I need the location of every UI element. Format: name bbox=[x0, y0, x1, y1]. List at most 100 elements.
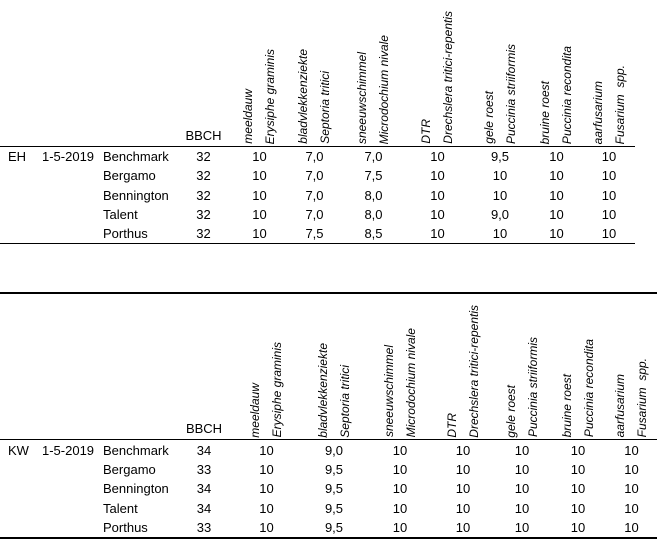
disease-header-pair: aarfusarium Fusarium spp. bbox=[583, 65, 635, 144]
score-value: 8,5 bbox=[364, 226, 383, 242]
disease-common-name: sneeuwschimmel bbox=[355, 51, 369, 144]
disease-common-name: bruine roest bbox=[538, 80, 552, 144]
score-value: 10 bbox=[514, 500, 530, 516]
location-code-empty bbox=[0, 460, 38, 479]
score-value: 10 bbox=[252, 187, 267, 203]
disease-header-pair: DTR Drechslera tritici-repentis bbox=[432, 305, 494, 438]
score-value: 7,0 bbox=[364, 149, 383, 165]
disease-common-name: meeldauw bbox=[241, 89, 255, 144]
score-value: 10 bbox=[259, 481, 274, 497]
score-value: 10 bbox=[601, 168, 617, 184]
disease-header-pair: meeldauw Erysiphe graminis bbox=[233, 342, 300, 437]
score-value: 10 bbox=[514, 519, 530, 535]
score-value: 10 bbox=[514, 481, 530, 497]
bbch-value: 32 bbox=[196, 226, 211, 242]
score-value: 10 bbox=[252, 149, 267, 165]
location-code-empty bbox=[0, 186, 38, 205]
variety-name: Bennington bbox=[103, 481, 169, 497]
column-header-sneeuwschimmel: sneeuwschimmel Microdochium nivale bbox=[342, 0, 405, 147]
variety-name: Benchmark bbox=[103, 442, 169, 458]
assessment-table-kw: BBCH meeldauw Erysiphe graminis bladvlek… bbox=[0, 292, 657, 539]
score-value: 10 bbox=[624, 461, 639, 477]
score-value: 10 bbox=[514, 442, 530, 458]
score-value: 10 bbox=[455, 481, 471, 497]
disease-common-name: meeldauw bbox=[248, 382, 262, 438]
score-value: 9,5 bbox=[324, 519, 344, 535]
score-value: 10 bbox=[259, 442, 274, 458]
score-value: 10 bbox=[549, 149, 564, 165]
disease-latin-name: Fusarium spp. bbox=[635, 358, 649, 438]
bbch-value: 34 bbox=[196, 500, 212, 516]
bbch-value: 33 bbox=[196, 461, 212, 477]
disease-latin-name: Drechslera tritici-repentis bbox=[466, 304, 481, 438]
disease-latin-name: Puccinia recondita bbox=[560, 45, 574, 144]
variety-name: Porthus bbox=[103, 519, 148, 535]
score-value: 10 bbox=[392, 481, 408, 497]
location-code-empty bbox=[0, 518, 38, 538]
column-header-bruine-roest: bruine roest Puccinia recondita bbox=[530, 0, 583, 147]
score-value: 10 bbox=[549, 187, 564, 203]
disease-header-pair: aarfusarium Fusarium spp. bbox=[606, 358, 657, 437]
location-code-empty bbox=[0, 205, 38, 224]
location-code-empty bbox=[0, 479, 38, 498]
disease-common-name: aarfusarium bbox=[613, 374, 627, 438]
variety-name: Benchmark bbox=[103, 149, 169, 165]
assessment-table-eh: BBCH meeldauw Erysiphe graminis bladvlek… bbox=[0, 0, 635, 245]
table-row: Bergamo 33 10 9,5 10 10 10 10 10 bbox=[0, 460, 657, 479]
column-header-gele-roest: gele roest Puccinia striiformis bbox=[470, 0, 530, 147]
variety-name: Bergamo bbox=[103, 461, 156, 477]
disease-header-pair: bladvlekkenziekte Septoria tritici bbox=[287, 49, 342, 144]
disease-latin-name: Drechslera tritici-repentis bbox=[441, 11, 455, 144]
column-header-gele-roest: gele roest Puccinia striiformis bbox=[494, 293, 550, 440]
bbch-value: 32 bbox=[196, 149, 211, 165]
empty-header-cell bbox=[0, 293, 38, 440]
score-value: 10 bbox=[570, 442, 586, 458]
score-value: 10 bbox=[259, 519, 274, 535]
disease-common-name: gele roest bbox=[503, 384, 518, 438]
score-value: 10 bbox=[392, 442, 408, 458]
score-value: 10 bbox=[455, 500, 471, 516]
disease-header-pair: meeldauw Erysiphe graminis bbox=[232, 49, 287, 144]
disease-common-name: aarfusarium bbox=[590, 80, 605, 144]
location-code-empty bbox=[0, 166, 38, 185]
disease-latin-name: Puccinia striiformis bbox=[525, 337, 540, 438]
table-row: KW 1-5-2019 Benchmark 34 10 9,0 10 10 10… bbox=[0, 440, 657, 460]
location-code-empty bbox=[0, 224, 38, 244]
table-row: Bennington 32 10 7,0 8,0 10 10 10 10 bbox=[0, 186, 635, 205]
score-value: 10 bbox=[492, 226, 508, 242]
disease-header-pair: gele roest Puccinia striiformis bbox=[470, 44, 530, 144]
disease-header-pair: sneeuwschimmel Microdochium nivale bbox=[368, 328, 432, 437]
disease-common-name: bladvlekkenziekte bbox=[315, 342, 330, 438]
column-header-meeldauw: meeldauw Erysiphe graminis bbox=[233, 293, 300, 440]
assessment-date-empty bbox=[38, 460, 98, 479]
score-value: 9,5 bbox=[324, 481, 344, 497]
score-value: 7,0 bbox=[305, 168, 324, 184]
assessment-date-empty bbox=[38, 224, 98, 244]
score-value: 10 bbox=[492, 168, 508, 184]
disease-header-pair: bruine roest Puccinia recondita bbox=[530, 46, 583, 144]
score-value: 10 bbox=[252, 207, 267, 223]
score-value: 10 bbox=[624, 500, 639, 516]
bbch-value: 34 bbox=[196, 442, 212, 458]
score-value: 7,0 bbox=[305, 149, 324, 165]
score-value: 10 bbox=[455, 461, 471, 477]
assessment-date-empty bbox=[38, 479, 98, 498]
score-value: 10 bbox=[430, 149, 445, 165]
table-row: Talent 34 10 9,5 10 10 10 10 10 bbox=[0, 498, 657, 517]
disease-header-pair: bladvlekkenziekte Septoria tritici bbox=[300, 343, 368, 438]
disease-common-name: sneeuwschimmel bbox=[381, 345, 396, 438]
disease-latin-name: Fusarium spp. bbox=[612, 64, 627, 144]
column-header-bbch: BBCH bbox=[185, 421, 223, 437]
location-code-empty bbox=[0, 498, 38, 517]
disease-common-name: gele roest bbox=[481, 91, 496, 144]
disease-latin-name: Microdochium nivale bbox=[403, 328, 418, 438]
assessment-date-empty bbox=[38, 166, 98, 185]
location-code: EH bbox=[8, 149, 27, 165]
score-value: 7,0 bbox=[305, 187, 324, 203]
score-value: 10 bbox=[601, 149, 617, 165]
score-value: 10 bbox=[430, 187, 445, 203]
bbch-value: 32 bbox=[196, 168, 211, 184]
score-value: 10 bbox=[570, 481, 586, 497]
column-header-dtr: DTR Drechslera tritici-repentis bbox=[432, 293, 494, 440]
